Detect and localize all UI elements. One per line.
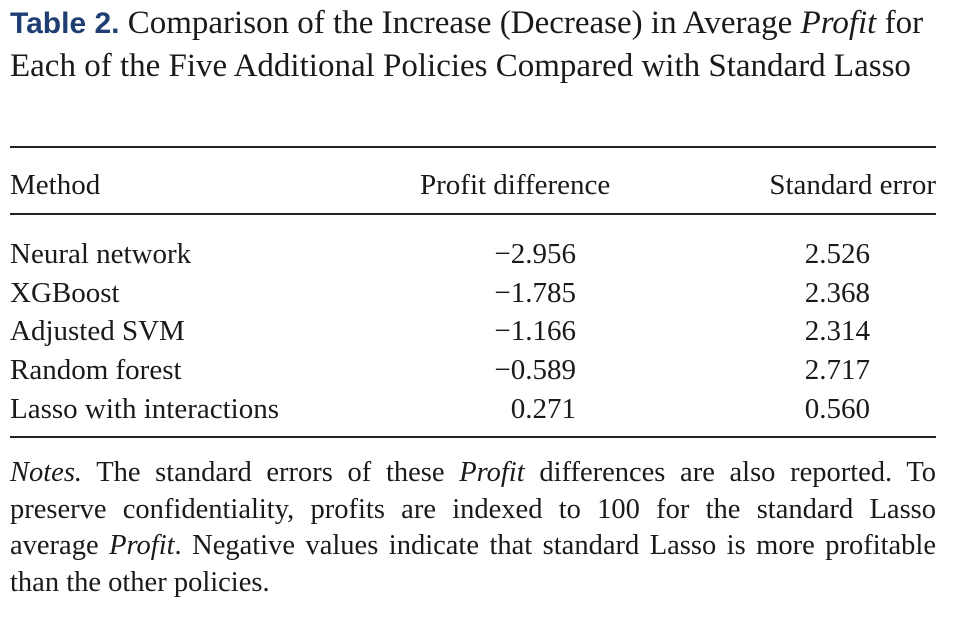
table-document: Table 2. Comparison of the Increase (Dec… bbox=[10, 0, 936, 598]
table-top-rule bbox=[10, 146, 936, 148]
notes-italic-profit-1: Profit bbox=[459, 457, 525, 488]
caption-italic-profit: Profit bbox=[800, 5, 877, 41]
method-cell: Random forest bbox=[10, 354, 182, 387]
column-header-profit-difference: Profit difference bbox=[420, 169, 611, 201]
method-cell: Adjusted SVM bbox=[10, 315, 185, 348]
profit-difference-cell: −1.166 bbox=[494, 315, 576, 348]
method-cell: Lasso with interactions bbox=[10, 392, 280, 425]
table-caption: Table 2. Comparison of the Increase (Dec… bbox=[10, 0, 936, 87]
standard-error-cell: 2.526 bbox=[804, 238, 870, 270]
table-row: Random forest −0.589 2.717 bbox=[10, 351, 936, 390]
table-row: Adjusted SVM −1.166 2.314 bbox=[10, 312, 936, 351]
profit-difference-cell: 0.271 bbox=[510, 392, 576, 425]
column-header-method: Method bbox=[10, 169, 101, 201]
table-number: Table 2. bbox=[10, 7, 120, 40]
notes-text-1: The standard errors of these bbox=[96, 457, 445, 488]
method-cell: XGBoost bbox=[10, 276, 120, 309]
caption-text-2: for Each of the Five Additional Policies… bbox=[10, 5, 924, 84]
standard-error-cell: 2.314 bbox=[804, 315, 870, 348]
standard-error-cell: 0.560 bbox=[804, 392, 870, 425]
column-header-standard-error: Standard error bbox=[769, 169, 936, 201]
profit-difference-cell: −1.785 bbox=[494, 276, 576, 309]
notes-label: Notes. bbox=[10, 457, 83, 488]
table-body: Neural network −2.956 2.526 XGBoost −1.7… bbox=[10, 235, 936, 428]
profit-difference-cell: −0.589 bbox=[494, 354, 576, 387]
table-row: Lasso with interactions 0.271 0.560 bbox=[10, 390, 936, 429]
table-bottom-rule bbox=[10, 436, 936, 438]
notes-text-2: differences are also reported. To preser… bbox=[10, 457, 936, 561]
table-header-rule bbox=[10, 213, 936, 215]
table-notes: Notes. The standard errors of these Prof… bbox=[10, 455, 936, 601]
profit-difference-cell: −2.956 bbox=[494, 238, 576, 270]
table-row: Neural network −2.956 2.526 bbox=[10, 235, 936, 274]
notes-text-3: . Negative values indicate that standard… bbox=[10, 530, 936, 598]
caption-text-1: Comparison of the Increase (Decrease) in… bbox=[127, 5, 793, 41]
table-row: XGBoost −1.785 2.368 bbox=[10, 274, 936, 313]
method-cell: Neural network bbox=[10, 238, 192, 270]
standard-error-cell: 2.368 bbox=[804, 276, 870, 309]
standard-error-cell: 2.717 bbox=[804, 354, 870, 387]
notes-italic-profit-2: Profit bbox=[109, 530, 175, 561]
